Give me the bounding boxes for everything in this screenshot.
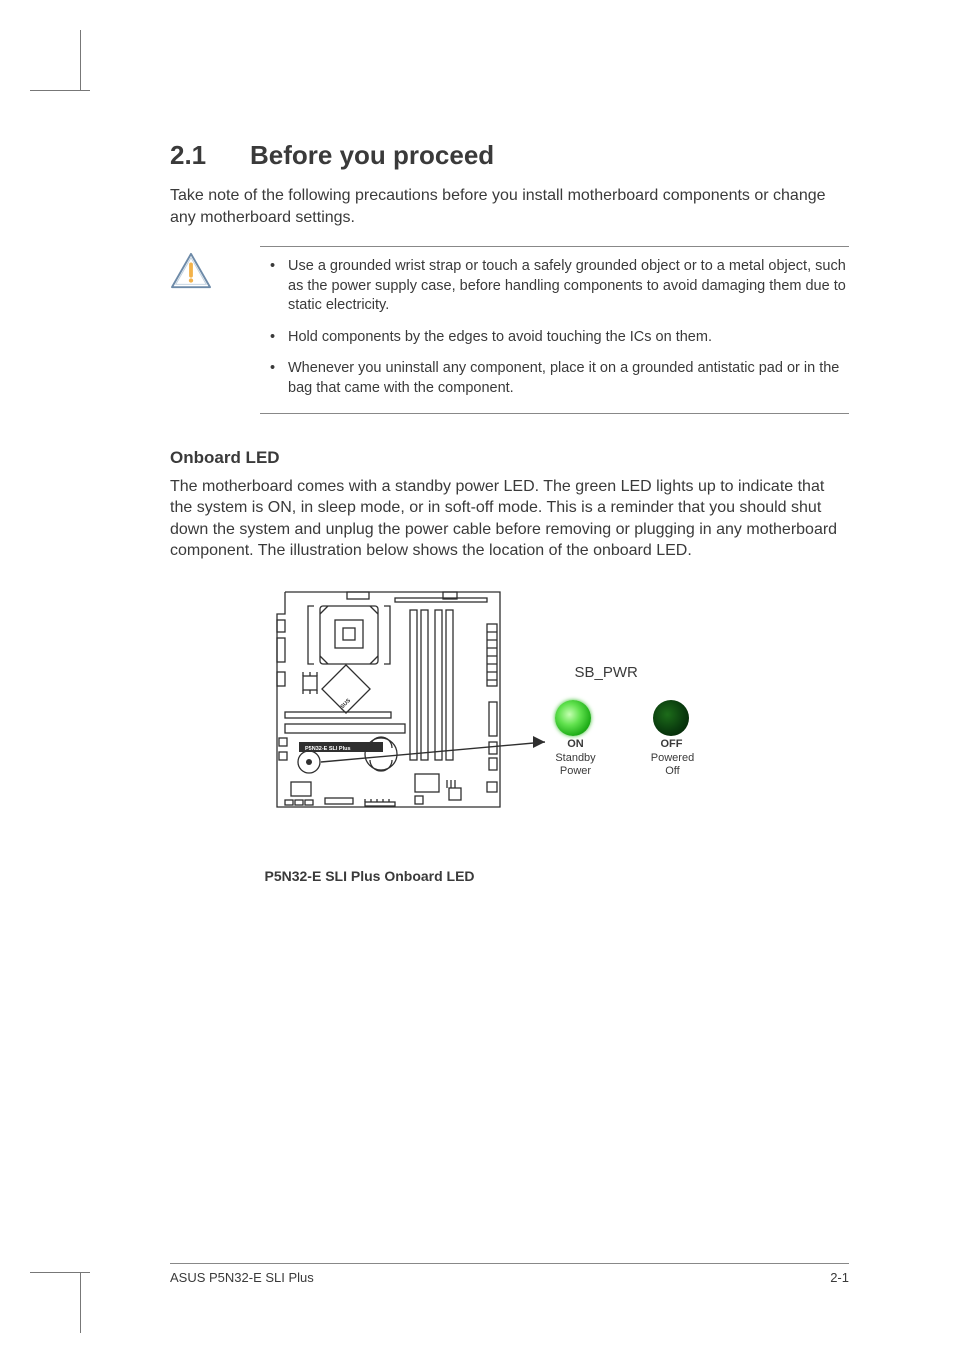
diagram-block: P5N32-E SLI Plus /SUS SB_PWR xyxy=(265,584,755,884)
sbpwr-label: SB_PWR xyxy=(575,664,638,681)
caution-item: Whenever you uninstall any component, pl… xyxy=(260,359,849,398)
crop-mark xyxy=(80,30,81,90)
onboard-led-diagram: P5N32-E SLI Plus /SUS SB_PWR xyxy=(265,584,755,864)
diagram-caption: P5N32-E SLI Plus Onboard LED xyxy=(265,868,475,884)
diagram-wrap: P5N32-E SLI Plus /SUS SB_PWR xyxy=(170,584,849,884)
led-off-icon xyxy=(653,700,689,736)
section-heading: 2.1Before you proceed xyxy=(170,140,849,171)
led-on-sub: Standby Power xyxy=(548,752,604,777)
pointer-arrow xyxy=(265,584,755,819)
subheading: Onboard LED xyxy=(170,448,849,468)
footer-left: ASUS P5N32-E SLI Plus xyxy=(170,1270,314,1285)
caution-icon xyxy=(170,252,212,290)
page-footer: ASUS P5N32-E SLI Plus 2-1 xyxy=(170,1263,849,1285)
led-off-title: OFF xyxy=(654,738,690,750)
section-title: Before you proceed xyxy=(250,140,494,170)
footer-right: 2-1 xyxy=(830,1270,849,1285)
section-number: 2.1 xyxy=(170,140,250,171)
page: 2.1Before you proceed Take note of the f… xyxy=(0,0,954,1363)
crop-mark xyxy=(80,1273,81,1333)
caution-item: Hold components by the edges to avoid to… xyxy=(260,328,849,348)
led-on-icon xyxy=(555,700,591,736)
led-on-title: ON xyxy=(558,738,594,750)
intro-paragraph: Take note of the following precautions b… xyxy=(170,185,849,228)
led-off-sub: Powered Off xyxy=(645,752,701,777)
caution-block: Use a grounded wrist strap or touch a sa… xyxy=(170,246,849,413)
caution-list: Use a grounded wrist strap or touch a sa… xyxy=(260,246,849,413)
crop-mark xyxy=(30,90,90,91)
caution-item: Use a grounded wrist strap or touch a sa… xyxy=(260,257,849,316)
crop-mark xyxy=(30,1272,90,1273)
body-paragraph: The motherboard comes with a standby pow… xyxy=(170,476,849,562)
